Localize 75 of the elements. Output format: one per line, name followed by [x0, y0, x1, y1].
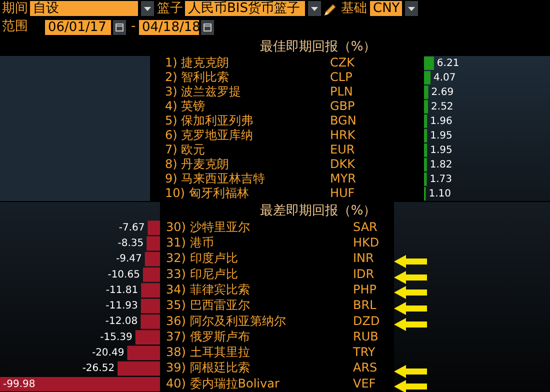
data-label: 1.73 — [430, 174, 452, 185]
text: 06/01/17 — [45, 20, 111, 35]
text: 篮子 — [157, 1, 183, 17]
y-tick-label: 4) 英镑 — [165, 98, 206, 113]
y-tick-label: 34) 菲律宾比索 — [166, 282, 250, 296]
text: BGN — [330, 113, 356, 128]
text: 最差即期回报（%） — [260, 203, 376, 218]
y-tick-label: 5) 保加利亚列弗 — [165, 113, 254, 128]
text: 人民币BIS货币篮子 — [185, 1, 305, 16]
text: PHP — [353, 282, 376, 296]
text: CZK — [330, 55, 356, 70]
y-tick-label: 8) 丹麦克朗 — [165, 156, 230, 171]
data-label: -11.81 — [106, 284, 138, 296]
data-label: 4.07 — [434, 72, 456, 84]
y-tick-label: 10) 匈牙利福林 — [165, 186, 249, 200]
text: PLN — [330, 84, 353, 98]
text: BRL — [353, 298, 377, 312]
data-label: 6.21 — [436, 58, 460, 69]
y-tick-label: 9) 马来西亚林吉特 — [165, 171, 266, 186]
text: MYR — [330, 171, 356, 186]
text: 范围 — [2, 19, 28, 35]
text: RUB — [353, 329, 378, 344]
data-label: -7.67 — [118, 222, 145, 234]
text: EUR — [330, 142, 355, 156]
y-tick-label: 31) 港币 — [166, 236, 214, 250]
y-tick-label: 1) 捷克克朗 — [165, 55, 230, 70]
data-label: -20.49 — [92, 348, 124, 359]
text: HKD — [353, 236, 380, 250]
data-label: -9.47 — [116, 254, 142, 265]
text: 基础 — [341, 1, 367, 17]
y-tick-label: 6) 克罗地亚库纳 — [165, 128, 254, 142]
y-tick-label: 35) 巴西雷亚尔 — [166, 298, 250, 312]
data-label: -8.35 — [118, 238, 144, 250]
text: 04/18/18 — [139, 20, 200, 35]
text: SAR — [353, 220, 378, 234]
text: 自设 — [30, 1, 138, 16]
data-label: 1.95 — [430, 130, 452, 142]
data-label: -15.39 — [100, 332, 132, 343]
y-tick-label: 33) 印尼卢比 — [166, 266, 238, 281]
text: GBP — [330, 98, 355, 113]
text: IDR — [353, 266, 374, 281]
y-tick-label: 37) 俄罗斯卢布 — [166, 329, 250, 344]
data-label: -10.65 — [108, 269, 140, 280]
y-tick-label: 3) 波兰兹罗提 — [165, 84, 242, 98]
data-label: -99.98 — [3, 378, 36, 390]
text: 最佳即期回报（%） — [260, 39, 376, 54]
data-label: 1.82 — [430, 159, 452, 170]
text: - — [131, 19, 136, 35]
text: HRK — [330, 128, 356, 142]
text: CLP — [330, 70, 352, 84]
data-label: 1.96 — [430, 116, 452, 127]
text: TRY — [352, 345, 376, 360]
data-label: 2.69 — [431, 86, 454, 98]
text: HUF — [330, 186, 355, 200]
text: 期间 — [2, 1, 28, 17]
y-tick-label: 38) 土耳其里拉 — [166, 345, 250, 360]
text: ARS — [353, 360, 378, 375]
text: DKK — [330, 156, 356, 171]
data-label: -12.08 — [105, 316, 138, 328]
text: INR — [353, 251, 374, 266]
data-label: 2.52 — [431, 101, 454, 112]
y-tick-label: 40) 委内瑞拉Bolivar — [166, 376, 280, 390]
data-label: 1.10 — [428, 188, 452, 200]
data-label: -26.52 — [82, 363, 115, 374]
y-tick-label: 30) 沙特里亚尔 — [166, 220, 250, 234]
data-label: -11.93 — [106, 300, 138, 312]
y-tick-label: 36) 阿尔及利亚第纳尔 — [166, 314, 286, 328]
y-tick-label: 2) 智利比索 — [165, 70, 230, 84]
y-tick-label: 7) 欧元 — [165, 142, 206, 156]
y-tick-label: 39) 阿根廷比索 — [166, 360, 250, 375]
text: CNY — [370, 1, 402, 16]
y-tick-label: 32) 印度卢比 — [166, 251, 238, 266]
text: DZD — [353, 314, 380, 328]
text: VEF — [353, 376, 376, 390]
data-label: 1.95 — [430, 144, 452, 156]
